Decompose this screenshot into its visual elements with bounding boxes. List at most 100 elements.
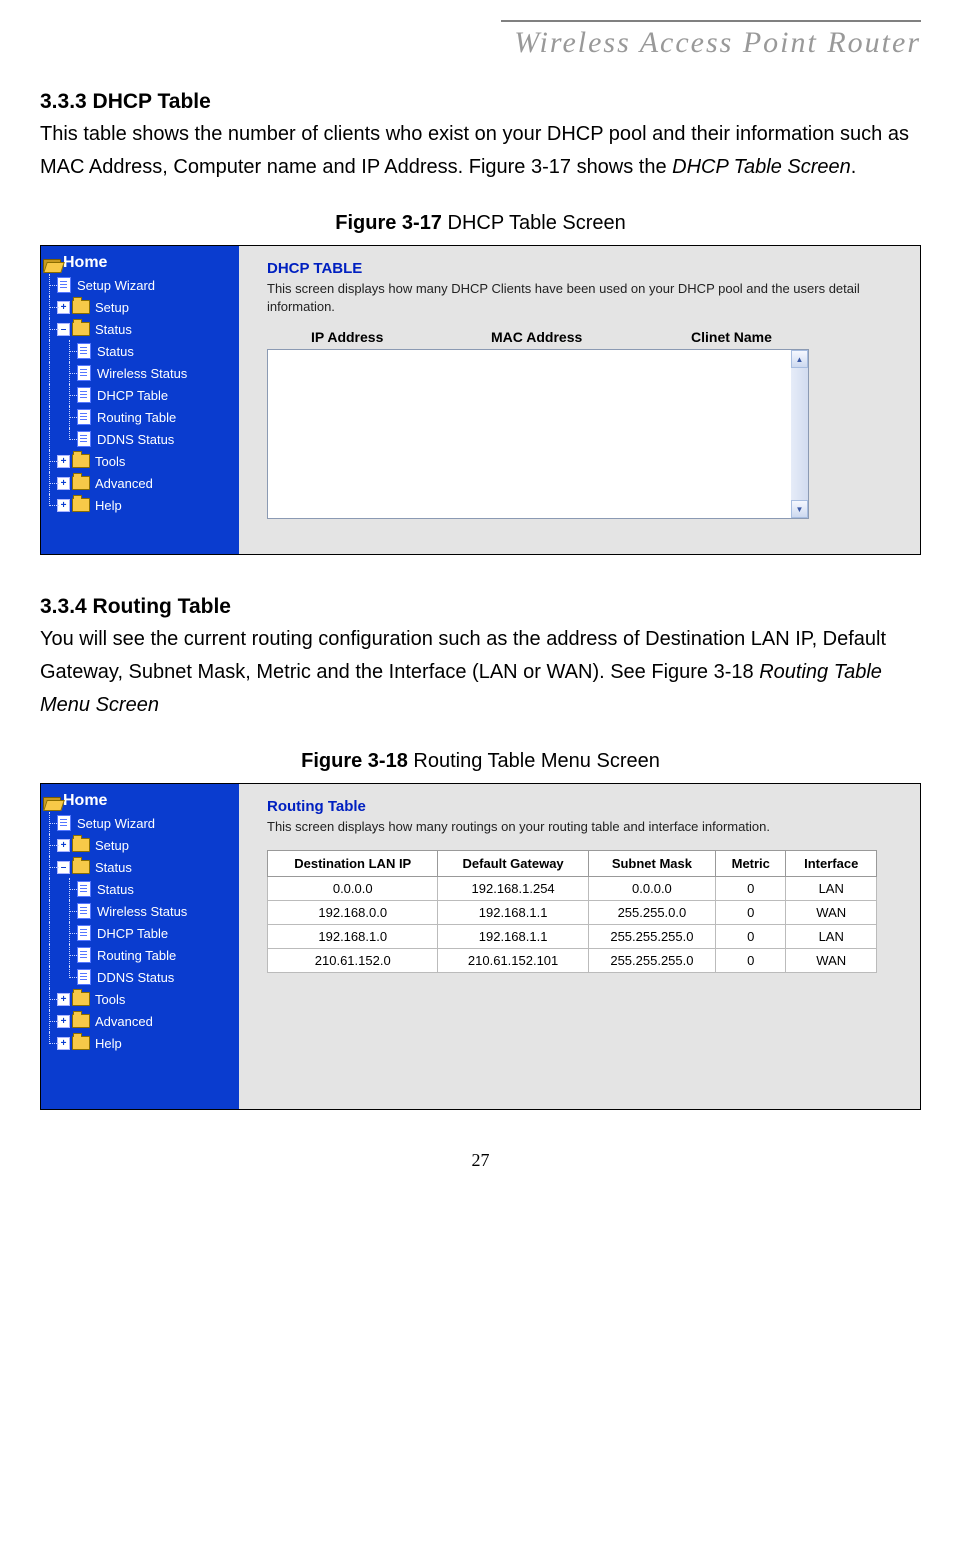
table-header-row: Destination LAN IP Default Gateway Subne…: [268, 850, 877, 876]
cell: WAN: [786, 900, 877, 924]
col-client: Clinet Name: [691, 329, 831, 345]
folder-icon: [72, 1036, 90, 1050]
nav-label: Wireless Status: [97, 904, 187, 919]
nav-label: Setup: [95, 838, 129, 853]
scrollbar[interactable]: ▲ ▼: [791, 350, 808, 518]
nav-label: Setup: [95, 300, 129, 315]
scroll-down-icon[interactable]: ▼: [791, 500, 808, 518]
nav-tools[interactable]: + Tools: [41, 988, 239, 1010]
routing-table: Destination LAN IP Default Gateway Subne…: [267, 850, 877, 973]
nav-sidebar: Home Setup Wizard + Setup – Status: [41, 784, 239, 1109]
folder-icon: [72, 498, 90, 512]
nav-setup[interactable]: + Setup: [41, 834, 239, 856]
section-334-heading: 3.3.4 Routing Table: [40, 595, 921, 619]
document-icon: [77, 343, 91, 359]
nav-status-sub[interactable]: Status: [41, 340, 239, 362]
nav-help[interactable]: + Help: [41, 1032, 239, 1054]
table-row: 192.168.1.0 192.168.1.1 255.255.255.0 0 …: [268, 924, 877, 948]
document-icon: [77, 903, 91, 919]
nav-home[interactable]: Home: [41, 252, 239, 274]
document-icon: [57, 815, 71, 831]
nav-label: Home: [63, 254, 107, 272]
section-333-heading: 3.3.3 DHCP Table: [40, 90, 921, 114]
col-interface: Interface: [786, 850, 877, 876]
cell: 255.255.255.0: [588, 924, 715, 948]
nav-label: Tools: [95, 454, 125, 469]
figure-318-caption: Figure 3-18 Routing Table Menu Screen: [40, 750, 921, 773]
cell: 192.168.1.1: [438, 924, 588, 948]
nav-ddns-status[interactable]: DDNS Status: [41, 966, 239, 988]
nav-dhcp-table[interactable]: DHCP Table: [41, 384, 239, 406]
nav-wireless-status[interactable]: Wireless Status: [41, 900, 239, 922]
figure-label: Figure 3-17: [335, 212, 442, 234]
cell: 192.168.1.1: [438, 900, 588, 924]
nav-routing-table[interactable]: Routing Table: [41, 406, 239, 428]
nav-label: Home: [63, 792, 107, 810]
nav-tools[interactable]: + Tools: [41, 450, 239, 472]
nav-help[interactable]: + Help: [41, 494, 239, 516]
dhcp-panel-desc: This screen displays how many DHCP Clien…: [267, 280, 902, 315]
document-icon: [77, 881, 91, 897]
nav-label: Help: [95, 1036, 122, 1051]
cell: 255.255.255.0: [588, 948, 715, 972]
folder-icon: [72, 300, 90, 314]
folder-icon: [72, 992, 90, 1006]
folder-icon: [72, 476, 90, 490]
nav-setup[interactable]: + Setup: [41, 296, 239, 318]
col-mac: MAC Address: [491, 329, 631, 345]
nav-label: Status: [95, 322, 132, 337]
nav-dhcp-table[interactable]: DHCP Table: [41, 922, 239, 944]
nav-label: DHCP Table: [97, 388, 168, 403]
nav-label: Routing Table: [97, 948, 176, 963]
figure-317-caption: Figure 3-17 DHCP Table Screen: [40, 212, 921, 235]
section-333-body: This table shows the number of clients w…: [40, 118, 921, 184]
nav-status[interactable]: – Status: [41, 318, 239, 340]
nav-label: Status: [95, 860, 132, 875]
page-header: Wireless Access Point Router: [40, 26, 921, 60]
nav-label: Status: [97, 344, 134, 359]
dhcp-listbox[interactable]: ▲ ▼: [267, 349, 809, 519]
cell: 0.0.0.0: [588, 876, 715, 900]
nav-label: Setup Wizard: [77, 816, 155, 831]
col-ip: IP Address: [311, 329, 431, 345]
nav-label: DHCP Table: [97, 926, 168, 941]
table-row: 192.168.0.0 192.168.1.1 255.255.0.0 0 WA…: [268, 900, 877, 924]
nav-label: Advanced: [95, 476, 153, 491]
cell: 192.168.1.254: [438, 876, 588, 900]
nav-advanced[interactable]: + Advanced: [41, 1010, 239, 1032]
cell: 0: [716, 948, 786, 972]
col-dest: Destination LAN IP: [268, 850, 438, 876]
nav-setup-wizard[interactable]: Setup Wizard: [41, 274, 239, 296]
document-icon: [77, 925, 91, 941]
nav-wireless-status[interactable]: Wireless Status: [41, 362, 239, 384]
document-icon: [77, 387, 91, 403]
nav-label: Tools: [95, 992, 125, 1007]
cell: 210.61.152.101: [438, 948, 588, 972]
scroll-up-icon[interactable]: ▲: [791, 350, 808, 368]
nav-status[interactable]: – Status: [41, 856, 239, 878]
folder-open-icon: [43, 795, 59, 808]
document-icon: [77, 409, 91, 425]
folder-icon: [72, 838, 90, 852]
col-gateway: Default Gateway: [438, 850, 588, 876]
nav-label: Routing Table: [97, 410, 176, 425]
section-334-body: You will see the current routing configu…: [40, 623, 921, 722]
figure-label: Figure 3-18: [301, 750, 408, 772]
nav-ddns-status[interactable]: DDNS Status: [41, 428, 239, 450]
figure-caption-text: DHCP Table Screen: [442, 212, 626, 234]
nav-sidebar: Home Setup Wizard + Setup – Status: [41, 246, 239, 554]
folder-icon: [72, 860, 90, 874]
routing-panel-desc: This screen displays how many routings o…: [267, 818, 902, 836]
nav-advanced[interactable]: + Advanced: [41, 472, 239, 494]
folder-icon: [72, 454, 90, 468]
routing-screenshot: Home Setup Wizard + Setup – Status: [40, 783, 921, 1110]
cell: 255.255.0.0: [588, 900, 715, 924]
dhcp-screenshot: Home Setup Wizard + Setup – Status: [40, 245, 921, 555]
nav-status-sub[interactable]: Status: [41, 878, 239, 900]
dhcp-panel-title: DHCP TABLE: [267, 260, 902, 277]
nav-setup-wizard[interactable]: Setup Wizard: [41, 812, 239, 834]
nav-routing-table[interactable]: Routing Table: [41, 944, 239, 966]
nav-home[interactable]: Home: [41, 790, 239, 812]
table-row: 210.61.152.0 210.61.152.101 255.255.255.…: [268, 948, 877, 972]
cell: 192.168.1.0: [268, 924, 438, 948]
